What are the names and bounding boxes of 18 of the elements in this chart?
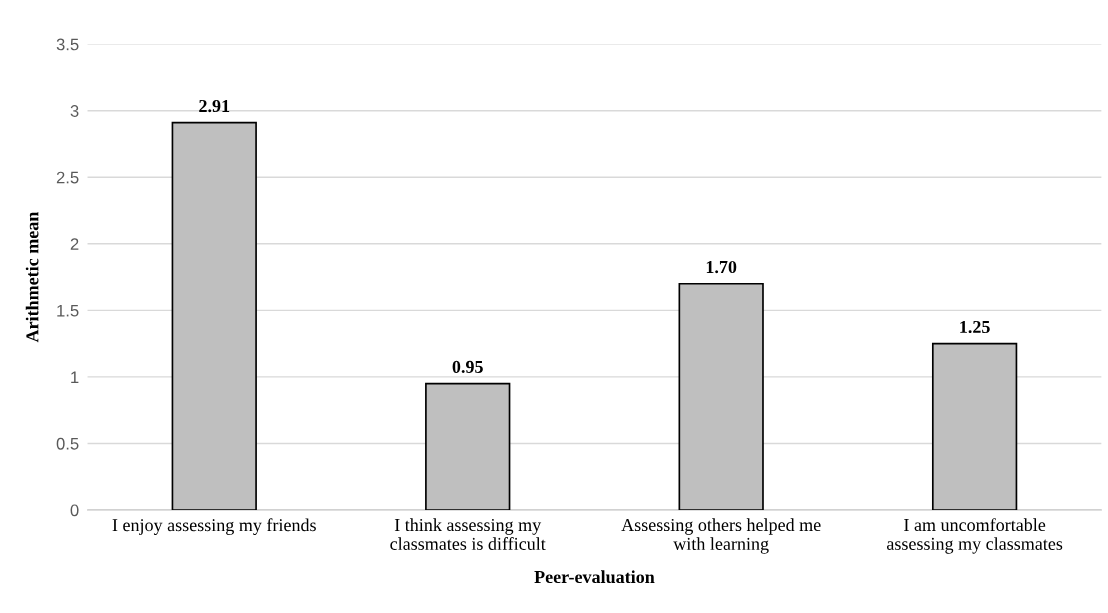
y-tick-label: 1 bbox=[71, 371, 79, 383]
data-label: 0.95 bbox=[452, 360, 483, 374]
y-tick-label: 3 bbox=[70, 105, 79, 117]
y-tick-label: 0 bbox=[70, 504, 79, 517]
data-label: 1.25 bbox=[960, 320, 990, 334]
y-tick-label: 2.5 bbox=[56, 171, 79, 184]
y-tick-label: 0.5 bbox=[56, 437, 79, 450]
y-tick-label: 2 bbox=[70, 238, 79, 250]
x-tick-label: I think assessing my classmates is difficult bbox=[390, 518, 546, 550]
x-tick-label: I am uncomfortable assessing my classmates bbox=[886, 518, 1063, 554]
y-tick-label: 1.5 bbox=[57, 304, 79, 317]
y-tick-label: 3.5 bbox=[56, 38, 79, 51]
data-label: 1.70 bbox=[706, 260, 737, 274]
data-label: 2.91 bbox=[199, 99, 230, 113]
y-axis-title: Arithmetic mean bbox=[25, 211, 39, 343]
x-tick-label: I enjoy assessing my friends bbox=[112, 518, 316, 535]
x-tick-label: Assessing others helped me with learning bbox=[621, 518, 821, 554]
x-axis-title: Peer-evaluation bbox=[534, 570, 655, 584]
